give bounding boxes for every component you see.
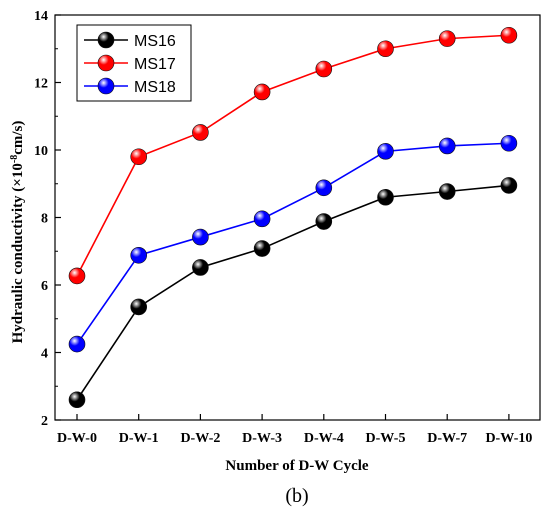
data-point-ms16	[500, 177, 518, 194]
data-point-ms16	[68, 391, 86, 409]
data-point-ms17	[192, 124, 209, 141]
data-point-ms18	[130, 247, 147, 264]
y-tick-label: 12	[34, 77, 48, 92]
series-line-ms17	[76, 34, 509, 277]
y-axis-title-unit: cm/s)	[10, 121, 26, 155]
data-point-ms17	[68, 267, 86, 285]
data-point-ms17	[130, 148, 147, 166]
legend-marker-ms17	[97, 54, 115, 72]
legend-items: MS16 MS17 MS18	[84, 31, 176, 96]
legend-label-ms17: MS17	[134, 56, 176, 73]
data-point-ms16	[192, 259, 209, 276]
legend-marker-ms16	[97, 31, 115, 49]
series-line-ms16	[76, 184, 509, 401]
y-tick-label: 6	[41, 279, 48, 294]
data-point-ms17	[253, 83, 271, 101]
x-tick-labels: D-W-0 D-W-1 D-W-2 D-W-3 D-W-4 D-W-5 D-W-7 D-W-1…	[57, 431, 532, 446]
data-point-ms17	[315, 60, 333, 78]
data-point-ms17	[500, 26, 518, 44]
data-point-ms18	[68, 335, 86, 353]
legend-label-ms18: MS18	[134, 79, 176, 96]
data-point-ms16	[438, 183, 456, 200]
y-tick-label: 8	[41, 212, 48, 227]
data-point-ms18	[192, 228, 209, 246]
data-point-ms16	[315, 213, 333, 230]
x-tick-label: D-W-4	[304, 431, 344, 446]
x-tick-label: D-W-0	[57, 431, 97, 446]
y-axis-title-sup: -8	[9, 155, 20, 163]
x-tick-label: D-W-3	[242, 431, 282, 446]
y-tick-label: 10	[34, 144, 48, 159]
x-axis-title: Number of D-W Cycle	[225, 458, 369, 474]
data-point-ms17	[438, 30, 456, 47]
data-point-ms17	[377, 40, 394, 58]
y-axis-title: Hydraulic conductivity (×10-8cm/s)	[9, 121, 27, 344]
data-point-ms18	[500, 134, 518, 152]
data-point-ms16	[253, 240, 271, 257]
x-tick-label: D-W-7	[427, 431, 467, 446]
legend-marker-ms18	[97, 77, 115, 95]
x-tick-label: D-W-1	[119, 431, 159, 446]
data-point-ms18	[377, 143, 394, 160]
data-point-ms16	[377, 188, 394, 206]
data-point-ms18	[315, 179, 333, 197]
y-tick-label: 4	[41, 347, 48, 362]
y-tick-label: 2	[41, 414, 48, 429]
plot-frame	[54, 14, 541, 421]
legend: MS16 MS17 MS18	[76, 24, 192, 102]
x-tick-label: D-W-5	[366, 431, 406, 446]
panel-label: (b)	[285, 485, 308, 507]
series-line-ms18	[76, 142, 509, 345]
legend-label-ms16: MS16	[134, 33, 176, 50]
x-tick-label: D-W-2	[180, 431, 220, 446]
data-point-ms16	[130, 298, 147, 316]
y-tick-label: 14	[34, 9, 48, 24]
data-point-ms18	[253, 210, 271, 228]
series-layer	[68, 26, 518, 409]
data-point-ms18	[438, 137, 456, 155]
y-axis-title-main: Hydraulic conductivity (×10	[10, 163, 26, 343]
y-tick-labels: 2 4 6 8 10 12 14	[34, 9, 48, 429]
x-tick-label: D-W-10	[485, 431, 532, 446]
